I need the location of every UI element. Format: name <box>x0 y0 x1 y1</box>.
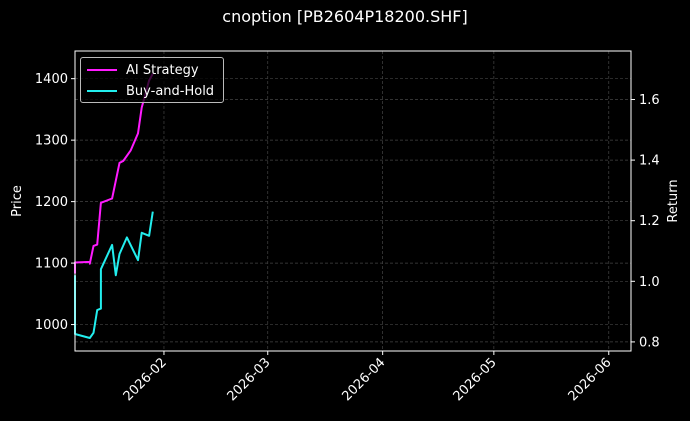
plot-frame <box>74 50 632 352</box>
y-tick-label-left: 1000 <box>35 318 68 333</box>
legend: AI Strategy Buy-and-Hold <box>80 57 224 103</box>
y-tick-label-left: 1200 <box>35 195 68 210</box>
y-tick-label-right: 1.6 <box>639 93 660 108</box>
legend-label-ai-strategy: AI Strategy <box>126 62 199 78</box>
y-tick-label-right: 1.4 <box>639 154 660 169</box>
y-tick-label-right: 1.0 <box>639 275 660 290</box>
y-tick-label-right: 1.2 <box>639 214 660 229</box>
series-line-buy-and-hold <box>74 211 154 339</box>
y-tick-label-right: 0.8 <box>639 335 660 350</box>
legend-label-buy-and-hold: Buy-and-Hold <box>126 83 215 99</box>
legend-item-buy-and-hold: Buy-and-Hold <box>81 81 214 101</box>
y-axis-label-right: Return <box>666 179 681 222</box>
chart-title: cnoption [PB2604P18200.SHF] <box>222 7 468 26</box>
legend-swatch-buy-and-hold <box>87 90 117 92</box>
y-tick-label-left: 1300 <box>35 134 68 149</box>
x-tick-label: 2026-03 <box>225 355 274 404</box>
legend-item-ai-strategy: AI Strategy <box>81 60 199 80</box>
y-tick-label-left: 1400 <box>35 72 68 87</box>
x-tick-label: 2026-06 <box>566 355 615 404</box>
series-line-ai-strategy <box>74 73 154 274</box>
y-axis-label-left: Price <box>10 185 25 217</box>
legend-swatch-ai-strategy <box>87 69 117 71</box>
x-tick-label: 2026-02 <box>121 355 170 404</box>
y-tick-label-left: 1100 <box>35 257 68 272</box>
x-tick-label: 2026-04 <box>339 355 388 404</box>
x-tick-label: 2026-05 <box>451 355 500 404</box>
